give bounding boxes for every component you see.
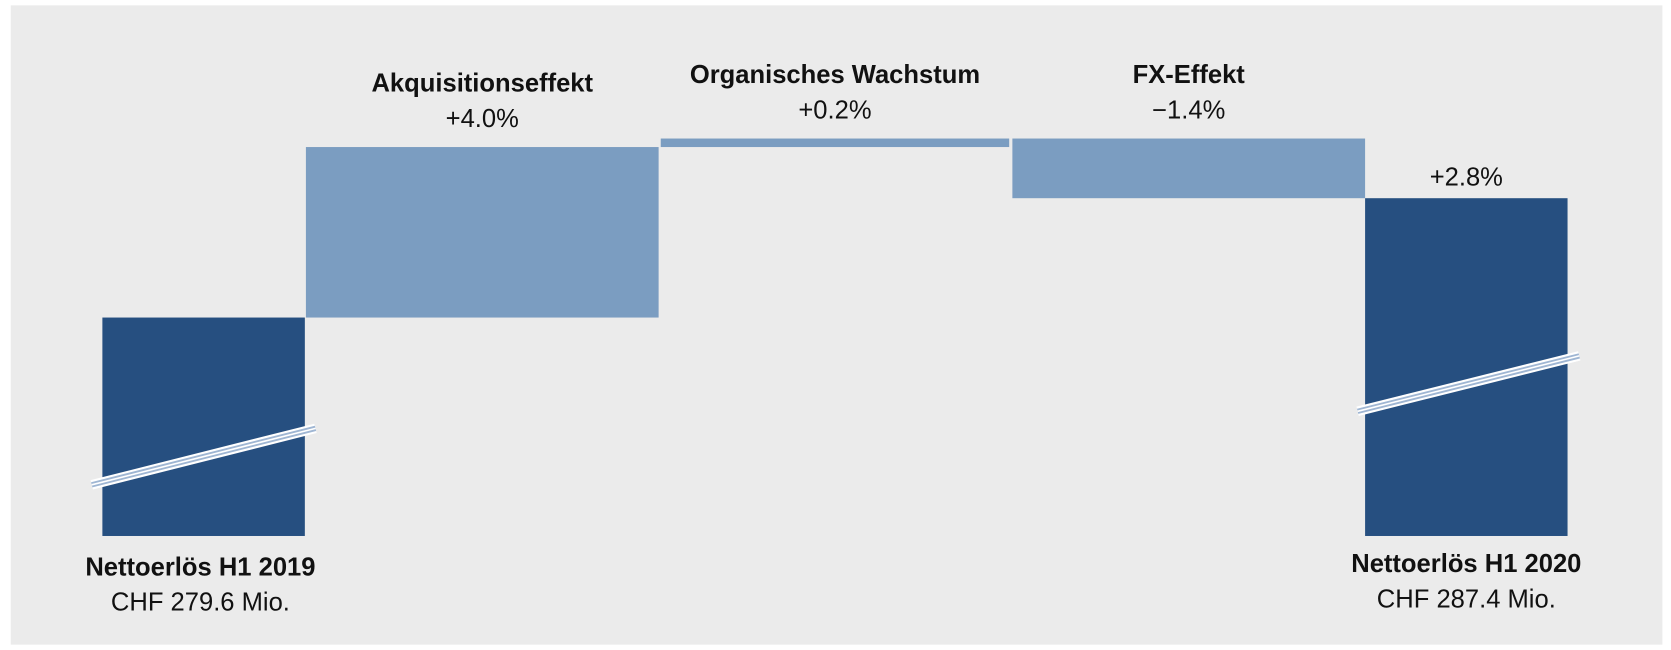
total-label: Nettoerlös H1 2019 [85,553,315,581]
change-label: +2.8% [1430,163,1503,191]
step-bar [1012,138,1366,199]
step-name: Organisches Wachstum [690,61,980,89]
step-value-label: +0.2% [798,96,871,124]
step-value-label: +4.0% [446,105,519,133]
step-name: FX-Effekt [1133,61,1246,89]
step-name: Akquisitionseffekt [371,70,593,98]
axis-break [91,427,316,486]
total-value-label: CHF 279.6 Mio. [111,589,290,617]
total-bar [102,317,305,536]
axis-break [1357,355,1580,413]
step-bar [305,147,659,318]
total-value-label: CHF 287.4 Mio. [1377,585,1556,613]
step-bar [660,138,1010,148]
total-label: Nettoerlös H1 2020 [1351,550,1581,578]
step-value-label: −1.4% [1152,96,1225,124]
